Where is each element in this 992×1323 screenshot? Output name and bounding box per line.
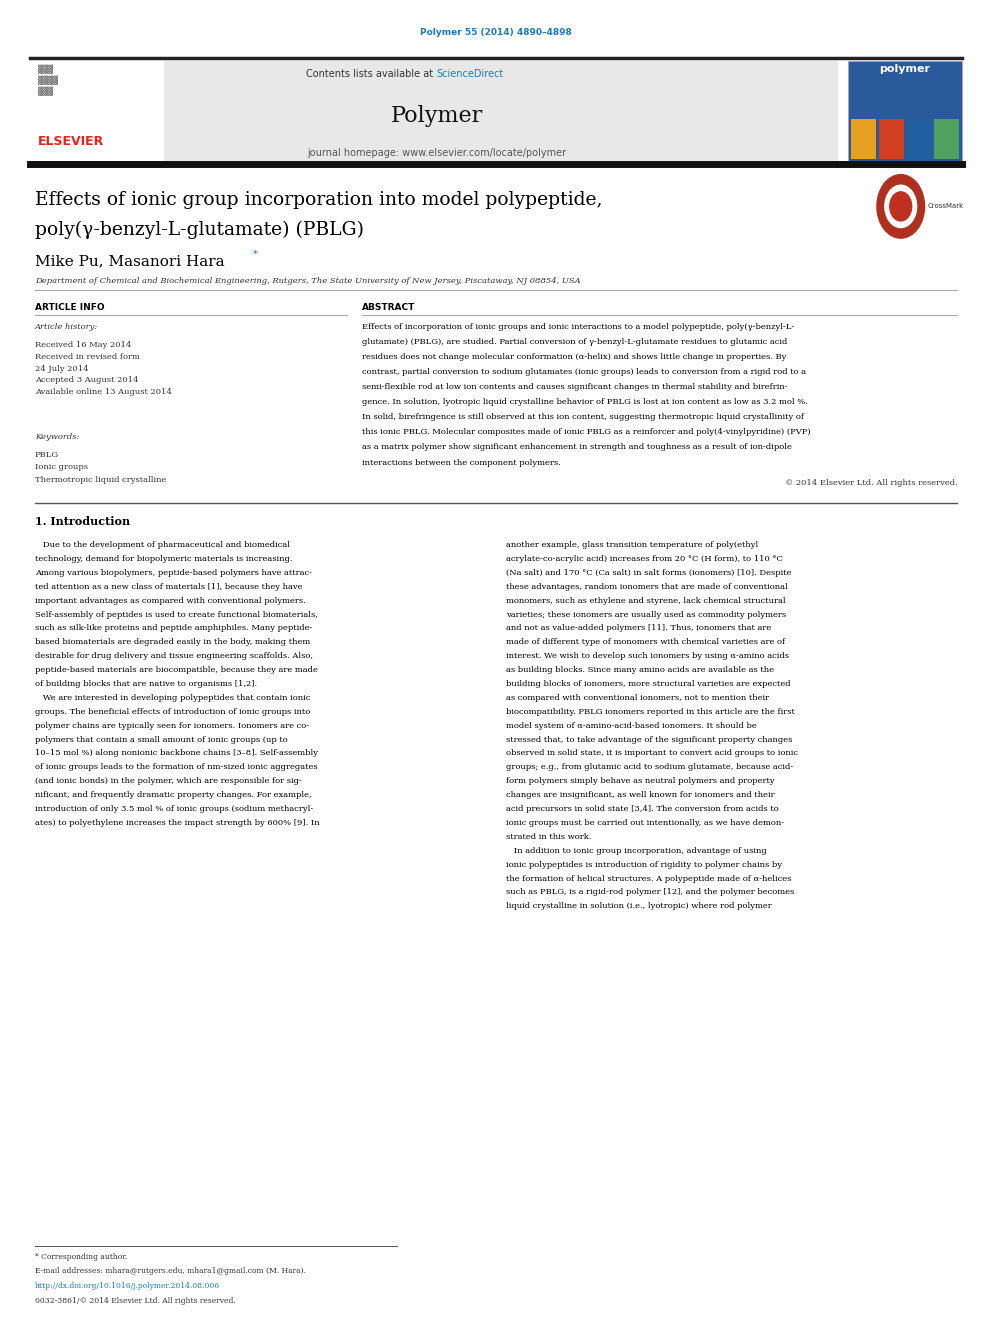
Text: stressed that, to take advantage of the significant property changes: stressed that, to take advantage of the … [506, 736, 793, 744]
Text: technology, demand for biopolymeric materials is increasing.: technology, demand for biopolymeric mate… [35, 556, 293, 564]
Text: building blocks of ionomers, more structural varieties are expected: building blocks of ionomers, more struct… [506, 680, 791, 688]
Text: ABSTRACT: ABSTRACT [362, 303, 416, 312]
Text: gence. In solution, lyotropic liquid crystalline behavior of PBLG is lost at ion: gence. In solution, lyotropic liquid cry… [362, 398, 807, 406]
Text: groups; e.g., from glutamic acid to sodium glutamate, because acid-: groups; e.g., from glutamic acid to sodi… [506, 763, 794, 771]
Text: of ionic groups leads to the formation of nm-sized ionic aggregates: of ionic groups leads to the formation o… [35, 763, 317, 771]
Text: Effects of incorporation of ionic groups and ionic interactions to a model polyp: Effects of incorporation of ionic groups… [362, 323, 795, 331]
Text: contrast, partial conversion to sodium glutamates (ionic groups) leads to conver: contrast, partial conversion to sodium g… [362, 368, 806, 376]
Text: varieties; these ionomers are usually used as commodity polymers: varieties; these ionomers are usually us… [506, 611, 786, 619]
Text: Polymer: Polymer [391, 105, 482, 127]
Text: biocompatibility. PBLG ionomers reported in this article are the first: biocompatibility. PBLG ionomers reported… [506, 708, 795, 716]
Text: ARTICLE INFO: ARTICLE INFO [35, 303, 104, 312]
Text: Keywords:: Keywords: [35, 433, 79, 441]
Text: Received 16 May 2014
Received in revised form
24 July 2014
Accepted 3 August 201: Received 16 May 2014 Received in revised… [35, 341, 172, 396]
Text: acid precursors in solid state [3,4]. The conversion from acids to: acid precursors in solid state [3,4]. Th… [506, 804, 779, 814]
Text: such as PBLG, is a rigid-rod polymer [12], and the polymer becomes: such as PBLG, is a rigid-rod polymer [12… [506, 889, 795, 897]
Text: this ionic PBLG. Molecular composites made of ionic PBLG as a reinforcer and pol: this ionic PBLG. Molecular composites ma… [362, 429, 810, 437]
Text: Self-assembly of peptides is used to create functional biomaterials,: Self-assembly of peptides is used to cre… [35, 611, 317, 619]
Text: such as silk-like proteins and peptide amphiphiles. Many peptide-: such as silk-like proteins and peptide a… [35, 624, 312, 632]
Text: Due to the development of pharmaceutical and biomedical: Due to the development of pharmaceutical… [35, 541, 290, 549]
Text: 0032-3861/© 2014 Elsevier Ltd. All rights reserved.: 0032-3861/© 2014 Elsevier Ltd. All right… [35, 1297, 235, 1304]
Text: Mike Pu, Masanori Hara: Mike Pu, Masanori Hara [35, 254, 224, 269]
Circle shape [890, 192, 912, 221]
Text: residues does not change molecular conformation (α-helix) and shows little chang: residues does not change molecular confo… [362, 353, 787, 361]
Text: the formation of helical structures. A polypeptide made of α-helices: the formation of helical structures. A p… [506, 875, 792, 882]
Circle shape [885, 185, 917, 228]
Text: Among various biopolymers, peptide-based polymers have attrac-: Among various biopolymers, peptide-based… [35, 569, 311, 577]
Text: ScienceDirect: ScienceDirect [436, 69, 504, 79]
Text: strated in this work.: strated in this work. [506, 833, 591, 841]
Text: interest. We wish to develop such ionomers by using α-amino acids: interest. We wish to develop such ionome… [506, 652, 789, 660]
Text: 1. Introduction: 1. Introduction [35, 516, 130, 527]
Text: model system of α-amino-acid-based ionomers. It should be: model system of α-amino-acid-based ionom… [506, 722, 757, 730]
Text: liquid crystalline in solution (i.e., lyotropic) where rod polymer: liquid crystalline in solution (i.e., ly… [506, 902, 772, 910]
Text: form polymers simply behave as neutral polymers and property: form polymers simply behave as neutral p… [506, 778, 775, 786]
FancyBboxPatch shape [30, 61, 838, 161]
Text: ted attention as a new class of materials [1], because they have: ted attention as a new class of material… [35, 582, 303, 591]
FancyBboxPatch shape [907, 119, 931, 159]
Text: Contents lists available at: Contents lists available at [307, 69, 436, 79]
Text: © 2014 Elsevier Ltd. All rights reserved.: © 2014 Elsevier Ltd. All rights reserved… [785, 479, 957, 487]
Text: journal homepage: www.elsevier.com/locate/polymer: journal homepage: www.elsevier.com/locat… [307, 148, 566, 159]
Text: interactions between the component polymers.: interactions between the component polym… [362, 459, 560, 467]
Text: * Corresponding author.: * Corresponding author. [35, 1253, 127, 1261]
Text: Article history:: Article history: [35, 323, 98, 331]
Text: ▓▓▓
▓▓▓▓
▓▓▓: ▓▓▓ ▓▓▓▓ ▓▓▓ [38, 65, 58, 97]
Text: ionic polypeptides is introduction of rigidity to polymer chains by: ionic polypeptides is introduction of ri… [506, 861, 782, 869]
Text: ELSEVIER: ELSEVIER [38, 135, 104, 148]
Text: *: * [253, 250, 258, 259]
Text: 10–15 mol %) along nonionic backbone chains [3–8]. Self-assembly: 10–15 mol %) along nonionic backbone cha… [35, 749, 317, 758]
Text: polymer: polymer [879, 64, 930, 74]
Text: desirable for drug delivery and tissue engineering scaffolds. Also,: desirable for drug delivery and tissue e… [35, 652, 312, 660]
Text: based biomaterials are degraded easily in the body, making them: based biomaterials are degraded easily i… [35, 639, 310, 647]
Text: of building blocks that are native to organisms [1,2].: of building blocks that are native to or… [35, 680, 257, 688]
Text: poly(γ-benzyl-L-glutamate) (PBLG): poly(γ-benzyl-L-glutamate) (PBLG) [35, 221, 364, 239]
Text: (Na salt) and 170 °C (Ca salt) in salt forms (ionomers) [10]. Despite: (Na salt) and 170 °C (Ca salt) in salt f… [506, 569, 792, 577]
Text: as building blocks. Since many amino acids are available as the: as building blocks. Since many amino aci… [506, 667, 774, 675]
Text: important advantages as compared with conventional polymers.: important advantages as compared with co… [35, 597, 306, 605]
Text: introduction of only 3.5 mol % of ionic groups (sodium methacryl-: introduction of only 3.5 mol % of ionic … [35, 804, 312, 814]
Text: Effects of ionic group incorporation into model polypeptide,: Effects of ionic group incorporation int… [35, 191, 602, 209]
Text: groups. The beneficial effects of introduction of ionic groups into: groups. The beneficial effects of introd… [35, 708, 310, 716]
Text: CrossMark: CrossMark [928, 204, 964, 209]
FancyBboxPatch shape [848, 61, 962, 161]
Text: polymers that contain a small amount of ionic groups (up to: polymers that contain a small amount of … [35, 736, 288, 744]
Text: http://dx.doi.org/10.1016/j.polymer.2014.08.006: http://dx.doi.org/10.1016/j.polymer.2014… [35, 1282, 220, 1290]
FancyBboxPatch shape [30, 61, 164, 161]
Text: ates) to polyethylene increases the impact strength by 600% [9]. In: ates) to polyethylene increases the impa… [35, 819, 319, 827]
FancyBboxPatch shape [934, 119, 959, 159]
Text: acrylate-co-acrylic acid) increases from 20 °C (H form), to 110 °C: acrylate-co-acrylic acid) increases from… [506, 556, 783, 564]
Text: as a matrix polymer show significant enhancement in strength and toughness as a : as a matrix polymer show significant enh… [362, 443, 792, 451]
FancyBboxPatch shape [879, 119, 904, 159]
Text: changes are insignificant, as well known for ionomers and their: changes are insignificant, as well known… [506, 791, 775, 799]
Text: these advantages, random ionomers that are made of conventional: these advantages, random ionomers that a… [506, 582, 788, 591]
Text: monomers, such as ethylene and styrene, lack chemical structural: monomers, such as ethylene and styrene, … [506, 597, 786, 605]
Text: PBLG
Ionic groups
Thermotropic liquid crystalline: PBLG Ionic groups Thermotropic liquid cr… [35, 451, 166, 483]
Text: semi-flexible rod at low ion contents and causes significant changes in thermal : semi-flexible rod at low ion contents an… [362, 384, 788, 392]
Text: (and ionic bonds) in the polymer, which are responsible for sig-: (and ionic bonds) in the polymer, which … [35, 778, 302, 786]
Text: glutamate) (PBLG), are studied. Partial conversion of γ-benzyl-L-glutamate resid: glutamate) (PBLG), are studied. Partial … [362, 337, 788, 345]
Circle shape [877, 175, 925, 238]
Text: Department of Chemical and Biochemical Engineering, Rutgers, The State Universit: Department of Chemical and Biochemical E… [35, 277, 580, 284]
Text: observed in solid state, it is important to convert acid groups to ionic: observed in solid state, it is important… [506, 749, 798, 758]
Text: In addition to ionic group incorporation, advantage of using: In addition to ionic group incorporation… [506, 847, 767, 855]
Text: We are interested in developing polypeptides that contain ionic: We are interested in developing polypept… [35, 693, 310, 703]
Text: as compared with conventional ionomers, not to mention their: as compared with conventional ionomers, … [506, 693, 769, 703]
FancyBboxPatch shape [851, 119, 876, 159]
Text: Polymer 55 (2014) 4890–4898: Polymer 55 (2014) 4890–4898 [421, 28, 571, 37]
Text: E-mail addresses: mhara@rutgers.edu, mhara1@gmail.com (M. Hara).: E-mail addresses: mhara@rutgers.edu, mha… [35, 1267, 306, 1275]
Text: made of different type of monomers with chemical varieties are of: made of different type of monomers with … [506, 639, 785, 647]
Text: another example, glass transition temperature of poly(ethyl: another example, glass transition temper… [506, 541, 758, 549]
Text: and not as value-added polymers [11]. Thus, ionomers that are: and not as value-added polymers [11]. Th… [506, 624, 771, 632]
Text: In solid, birefringence is still observed at this ion content, suggesting thermo: In solid, birefringence is still observe… [362, 413, 805, 421]
Text: ionic groups must be carried out intentionally, as we have demon-: ionic groups must be carried out intenti… [506, 819, 784, 827]
Text: polymer chains are typically seen for ionomers. Ionomers are co-: polymer chains are typically seen for io… [35, 722, 309, 730]
Text: nificant, and frequently dramatic property changes. For example,: nificant, and frequently dramatic proper… [35, 791, 311, 799]
Text: peptide-based materials are biocompatible, because they are made: peptide-based materials are biocompatibl… [35, 667, 317, 675]
